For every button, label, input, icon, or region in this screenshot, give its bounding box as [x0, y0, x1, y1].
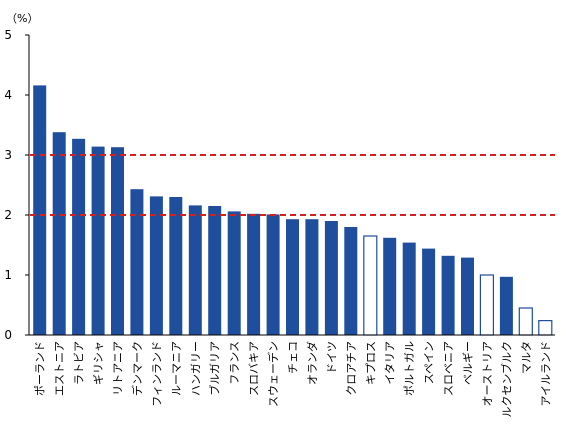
x-tick-label-11: フランス: [228, 341, 241, 385]
bar-1: [33, 85, 47, 336]
x-tick-label-8: ルーマニア: [170, 341, 183, 396]
y-tick-label-0: 0: [4, 328, 12, 342]
bar-6: [130, 189, 144, 335]
x-tick-label-14: チェコ: [287, 341, 300, 374]
bar-18: [363, 235, 378, 336]
x-tick-label-25: ルクセンブルク: [499, 341, 513, 418]
y-tick-label-5: 5: [4, 28, 12, 42]
bar-14: [286, 219, 299, 335]
bar-15: [305, 219, 319, 335]
x-tick-label-21: スペイン: [423, 341, 436, 384]
x-tick-label-27: アイルランド: [539, 341, 552, 406]
x-tick-label-13: スウェーデン: [266, 341, 280, 407]
bar-21: [422, 248, 436, 335]
bar-22: [441, 255, 455, 335]
y-tick-label-2: 2: [4, 208, 12, 222]
bar-16: [324, 221, 338, 335]
bar-19: [383, 237, 397, 335]
x-tick-label-1: ポーランド: [34, 341, 47, 396]
bar-4: [91, 146, 105, 335]
bar-3: [72, 138, 86, 335]
x-tick-label-10: ブルガリア: [208, 341, 222, 396]
bar-23: [461, 257, 474, 335]
axes-group: [28, 35, 555, 336]
x-tick-label-19: イタリア: [384, 341, 397, 385]
bar-5: [111, 147, 124, 335]
bar-12: [247, 213, 261, 335]
bar-24: [479, 274, 494, 336]
y-tick-label-1: 1: [4, 268, 12, 282]
bar-11: [227, 211, 241, 335]
x-tick-label-15: オランダ: [305, 341, 319, 385]
x-tick-label-18: キプロス: [364, 341, 377, 385]
bars-group: [33, 85, 553, 336]
x-tick-label-12: スロバキア: [248, 341, 261, 396]
bar-8: [169, 197, 183, 335]
x-tick-label-7: フィンランド: [150, 341, 163, 407]
bar-13: [266, 214, 280, 335]
bar-9: [188, 205, 202, 335]
x-labels-group: ポーランド エストニア ラトビア ギリシャ リトアニア デンマーク フィンランド ルーマニアハ…: [34, 341, 553, 418]
x-tick-label-20: ポルトガル: [403, 341, 416, 396]
x-tick-label-6: デンマーク: [130, 341, 144, 396]
x-tick-label-16: ドイツ: [325, 341, 338, 374]
x-tick-label-23: ベルギー: [462, 341, 475, 385]
x-tick-label-9: ハンガリー: [189, 341, 202, 396]
x-tick-label-4: ギリシャ: [92, 341, 105, 385]
bar-7: [149, 196, 163, 335]
bar-17: [344, 227, 358, 335]
reference-lines-group: [30, 154, 555, 216]
y-tick-label-3: 3: [4, 148, 12, 162]
x-tick-label-22: スロベニア: [442, 341, 455, 396]
bar-10: [208, 206, 222, 335]
x-tick-label-24: オーストリア: [481, 341, 494, 406]
x-tick-label-26: マルタ: [520, 341, 533, 374]
x-tick-label-2: エストニア: [53, 341, 66, 396]
x-tick-label-3: ラトビア: [73, 341, 86, 385]
y-tick-label-4: 4: [4, 88, 12, 102]
bar-25: [499, 276, 513, 335]
bar-2: [52, 132, 66, 335]
y-ticks-group: 0 1 2 3 4 5: [4, 28, 29, 342]
x-tick-label-17: クロアチア: [345, 341, 358, 396]
bar-27: [538, 320, 553, 336]
bar-26: [518, 307, 533, 336]
x-tick-label-5: リトアニア: [112, 341, 125, 396]
bar-20: [402, 242, 416, 335]
y-unit-label: （%）: [6, 12, 38, 25]
